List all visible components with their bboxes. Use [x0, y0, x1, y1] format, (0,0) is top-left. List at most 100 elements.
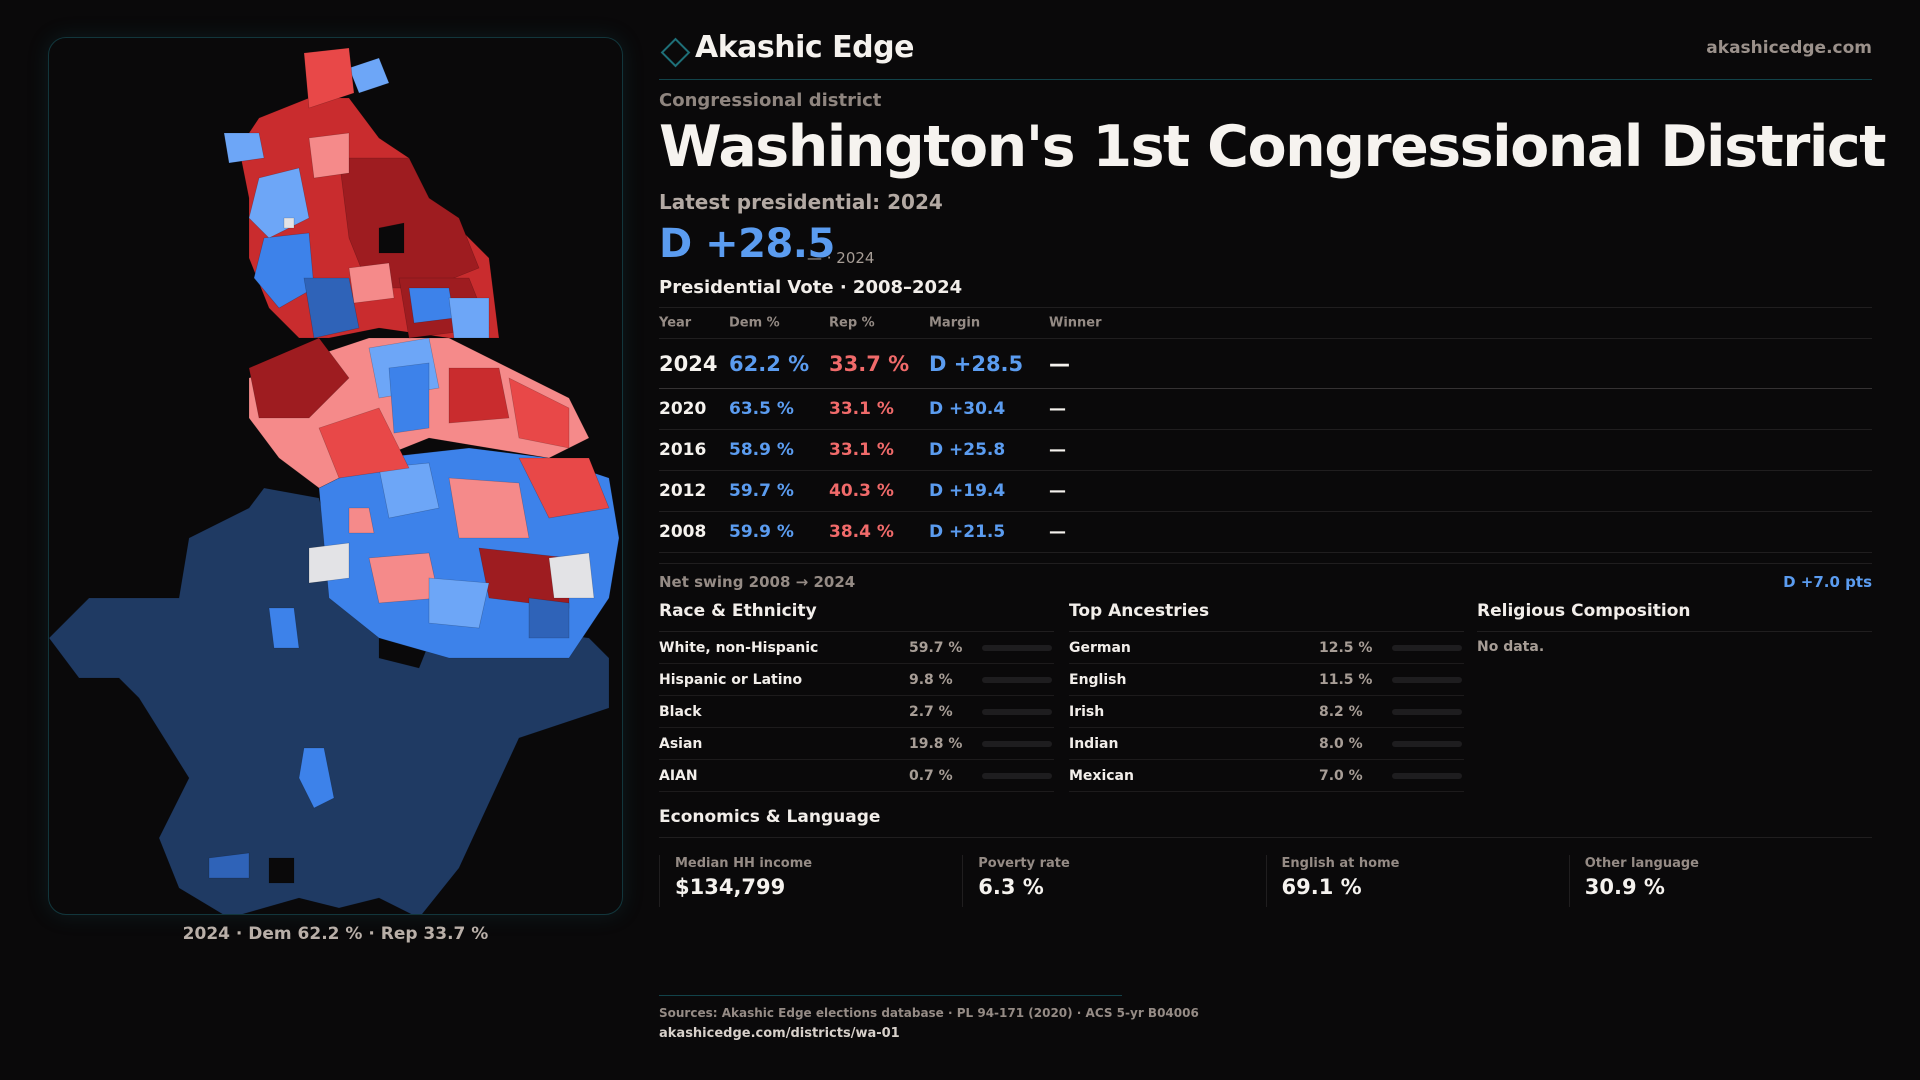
precinct[interactable] — [428, 577, 490, 629]
precinct[interactable] — [508, 377, 570, 449]
precinct-gap[interactable] — [378, 222, 405, 254]
precinct[interactable] — [283, 217, 295, 229]
brand-name[interactable]: Akashic Edge — [695, 30, 914, 65]
headline-margin-sub: — · 2024 — [807, 249, 875, 267]
item-label: German — [1069, 640, 1131, 656]
winner: — — [1049, 399, 1066, 419]
item-value: 7.0 % — [1319, 768, 1363, 784]
list-item: AIAN 0.7 % — [659, 760, 1054, 792]
item-label: Asian — [659, 736, 703, 752]
margin: D +30.4 — [929, 399, 1006, 419]
precinct[interactable] — [303, 47, 355, 109]
precinct[interactable] — [408, 287, 455, 324]
item-value: 12.5 % — [1319, 640, 1373, 656]
headline-margin: D +28.5 — [659, 221, 835, 267]
list-item: Irish 8.2 % — [1069, 696, 1464, 728]
list-item: Mexican 7.0 % — [1069, 760, 1464, 792]
col-year: Year — [659, 315, 692, 331]
item-value: 8.2 % — [1319, 704, 1363, 720]
section-title: Top Ancestries — [1069, 601, 1464, 632]
year: 2016 — [659, 440, 707, 460]
progress-track — [1392, 645, 1462, 651]
rep-pct: 40.3 % — [829, 481, 894, 501]
dem-pct: 59.7 % — [729, 481, 794, 501]
stat-value: 6.3 % — [978, 875, 1044, 899]
race-ethnicity-section: Race & Ethnicity White, non-Hispanic 59.7… — [659, 601, 1054, 792]
precinct[interactable] — [348, 507, 375, 534]
precinct[interactable] — [348, 262, 395, 304]
rep-pct: 33.7 % — [829, 351, 910, 376]
stat-label: Median HH income — [675, 856, 813, 871]
year: 2020 — [659, 399, 707, 419]
site-link[interactable]: akashicedge.com — [1706, 38, 1872, 58]
item-value: 8.0 % — [1319, 736, 1363, 752]
precinct[interactable] — [518, 457, 610, 519]
col-rep: Rep % — [829, 315, 875, 331]
precinct[interactable] — [448, 367, 510, 424]
item-value: 11.5 % — [1319, 672, 1373, 688]
item-label: Mexican — [1069, 768, 1134, 784]
precinct-map[interactable] — [49, 38, 623, 915]
list-item: White, non-Hispanic 59.7 % — [659, 632, 1054, 664]
margin: D +21.5 — [929, 522, 1006, 542]
economics-title: Economics & Language — [659, 807, 1872, 838]
page-url-link[interactable]: akashicedge.com/districts/wa-01 — [659, 1026, 900, 1041]
precinct[interactable] — [388, 362, 430, 434]
section-title: Religious Composition — [1477, 601, 1872, 632]
precinct[interactable] — [298, 747, 335, 809]
list-item: Hispanic or Latino 9.8 % — [659, 664, 1054, 696]
stat-label: Other language — [1584, 856, 1699, 871]
progress-track — [982, 741, 1052, 747]
precinct-region-south[interactable] — [49, 487, 610, 915]
stat-label: English at home — [1281, 856, 1400, 871]
precinct[interactable] — [248, 337, 350, 419]
presidential-vote-title: Presidential Vote · 2008–2024 — [659, 277, 963, 298]
precinct[interactable] — [223, 132, 265, 164]
precinct[interactable] — [368, 552, 440, 604]
dem-pct: 59.9 % — [729, 522, 794, 542]
progress-track — [1392, 709, 1462, 715]
stat-median-income: Median HH income $134,799 — [659, 855, 962, 907]
precinct-gap[interactable] — [268, 857, 295, 884]
year: 2008 — [659, 522, 707, 542]
precinct[interactable] — [348, 57, 390, 94]
precinct[interactable] — [448, 477, 530, 539]
table-row: 2016 58.9 % 33.1 % D +25.8 — — [659, 430, 1872, 471]
list-item: Black 2.7 % — [659, 696, 1054, 728]
ancestries-section: Top Ancestries German 12.5 % English 11.5 %… — [1069, 601, 1464, 792]
progress-track — [982, 773, 1052, 779]
progress-track — [982, 709, 1052, 715]
list-item: German 12.5 % — [1069, 632, 1464, 664]
precinct[interactable] — [208, 852, 250, 879]
winner: — — [1049, 351, 1070, 376]
progress-track — [982, 645, 1052, 651]
precinct[interactable] — [253, 232, 315, 309]
stat-value: $134,799 — [675, 875, 786, 899]
precinct[interactable] — [378, 462, 440, 519]
precinct[interactable] — [448, 297, 490, 339]
precinct[interactable] — [338, 157, 480, 289]
col-winner: Winner — [1049, 315, 1102, 331]
precinct[interactable] — [303, 277, 360, 339]
table-row: 2024 62.2 % 33.7 % D +28.5 — — [659, 339, 1872, 389]
winner: — — [1049, 440, 1066, 460]
district-map-panel[interactable] — [48, 37, 623, 915]
precinct[interactable] — [308, 542, 350, 584]
table-row: 2012 59.7 % 40.3 % D +19.4 — — [659, 471, 1872, 512]
precinct[interactable] — [308, 132, 350, 179]
divider — [659, 563, 1872, 564]
list-item: Indian 8.0 % — [1069, 728, 1464, 760]
precinct[interactable] — [548, 552, 595, 599]
margin: D +25.8 — [929, 440, 1006, 460]
net-swing-label: Net swing 2008 → 2024 — [659, 573, 856, 591]
sources-note: Sources: Akashic Edge elections database… — [659, 1006, 1199, 1020]
precinct[interactable] — [528, 597, 570, 639]
item-value: 19.8 % — [909, 736, 963, 752]
col-margin: Margin — [929, 315, 981, 331]
precinct[interactable] — [318, 407, 410, 479]
item-label: Hispanic or Latino — [659, 672, 803, 688]
precinct[interactable] — [268, 607, 300, 649]
map-caption: 2024 · Dem 62.2 % · Rep 33.7 % — [182, 924, 489, 944]
list-item: English 11.5 % — [1069, 664, 1464, 696]
item-value: 9.8 % — [909, 672, 953, 688]
